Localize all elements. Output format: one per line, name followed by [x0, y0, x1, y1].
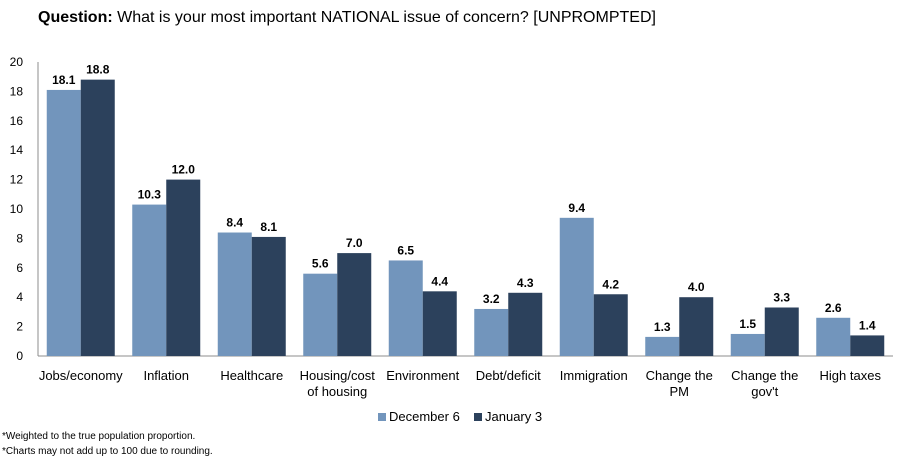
data-label: 4.0	[688, 280, 705, 294]
data-label: 4.3	[517, 276, 534, 290]
bar	[559, 217, 594, 356]
bar	[730, 333, 765, 356]
y-tick-label: 10	[10, 202, 24, 216]
data-label: 1.5	[739, 317, 756, 331]
data-label: 9.4	[568, 201, 585, 215]
data-label: 4.4	[431, 274, 448, 288]
data-label: 1.4	[859, 318, 876, 332]
y-tick-label: 6	[16, 261, 23, 275]
bar	[850, 335, 885, 356]
bar	[645, 336, 680, 356]
x-category-label: Environment	[386, 368, 459, 383]
data-label: 18.1	[52, 73, 76, 87]
bar	[388, 260, 423, 356]
legend-swatch	[378, 413, 386, 421]
bar	[166, 179, 201, 356]
x-category-label: of housing	[307, 384, 367, 399]
chart-title: Question: What is your most important NA…	[38, 9, 656, 27]
bar	[422, 291, 457, 356]
footnote-1: *Weighted to the true population proport…	[2, 431, 196, 442]
x-category-label: High taxes	[820, 368, 882, 383]
legend-label: January 3	[485, 409, 542, 424]
data-label: 3.3	[773, 290, 790, 304]
x-category-label: Immigration	[560, 368, 628, 383]
footnote-2: *Charts may not add up to 100 due to rou…	[2, 446, 213, 457]
y-tick-label: 20	[10, 55, 24, 69]
title-prefix: Question:	[38, 9, 113, 26]
data-label: 7.0	[346, 236, 363, 250]
bar	[508, 292, 543, 356]
x-category-label: Healthcare	[220, 368, 283, 383]
y-tick-label: 2	[16, 320, 23, 334]
x-category-label: Inflation	[143, 368, 189, 383]
legend-swatch	[474, 413, 482, 421]
data-label: 2.6	[825, 301, 842, 315]
bar	[303, 273, 338, 356]
data-label: 8.4	[226, 216, 243, 230]
y-tick-label: 4	[16, 290, 23, 304]
data-label: 8.1	[260, 220, 277, 234]
y-tick-label: 0	[16, 349, 23, 363]
bar	[80, 79, 115, 356]
bar	[46, 89, 81, 357]
data-label: 5.6	[312, 257, 329, 271]
bar	[816, 317, 851, 356]
bar	[474, 308, 509, 356]
bar	[251, 236, 286, 356]
title-text: What is your most important NATIONAL iss…	[117, 9, 656, 26]
data-label: 10.3	[138, 188, 162, 202]
bar	[337, 253, 372, 356]
y-tick-label: 16	[10, 114, 24, 128]
y-tick-label: 18	[10, 84, 24, 98]
data-label: 18.8	[86, 63, 110, 77]
data-label: 3.2	[483, 292, 500, 306]
data-label: 1.3	[654, 320, 671, 334]
bar	[217, 232, 252, 356]
data-label: 6.5	[397, 243, 414, 257]
x-category-label: Debt/deficit	[476, 368, 541, 383]
x-category-label: Housing/cost	[300, 368, 376, 383]
data-label: 12.0	[172, 163, 196, 177]
data-label: 4.2	[602, 277, 619, 291]
y-tick-label: 14	[10, 143, 24, 157]
legend-label: December 6	[389, 409, 460, 424]
bar	[764, 307, 799, 356]
y-tick-label: 8	[16, 231, 23, 245]
x-category-label: Change the	[646, 368, 713, 383]
bar	[593, 294, 628, 356]
bar	[679, 297, 714, 356]
bar	[132, 204, 167, 356]
x-category-label: Change the	[731, 368, 798, 383]
y-tick-label: 12	[10, 173, 24, 187]
x-category-label: PM	[670, 384, 690, 399]
x-category-label: Jobs/economy	[39, 368, 123, 383]
x-category-label: gov't	[751, 384, 778, 399]
